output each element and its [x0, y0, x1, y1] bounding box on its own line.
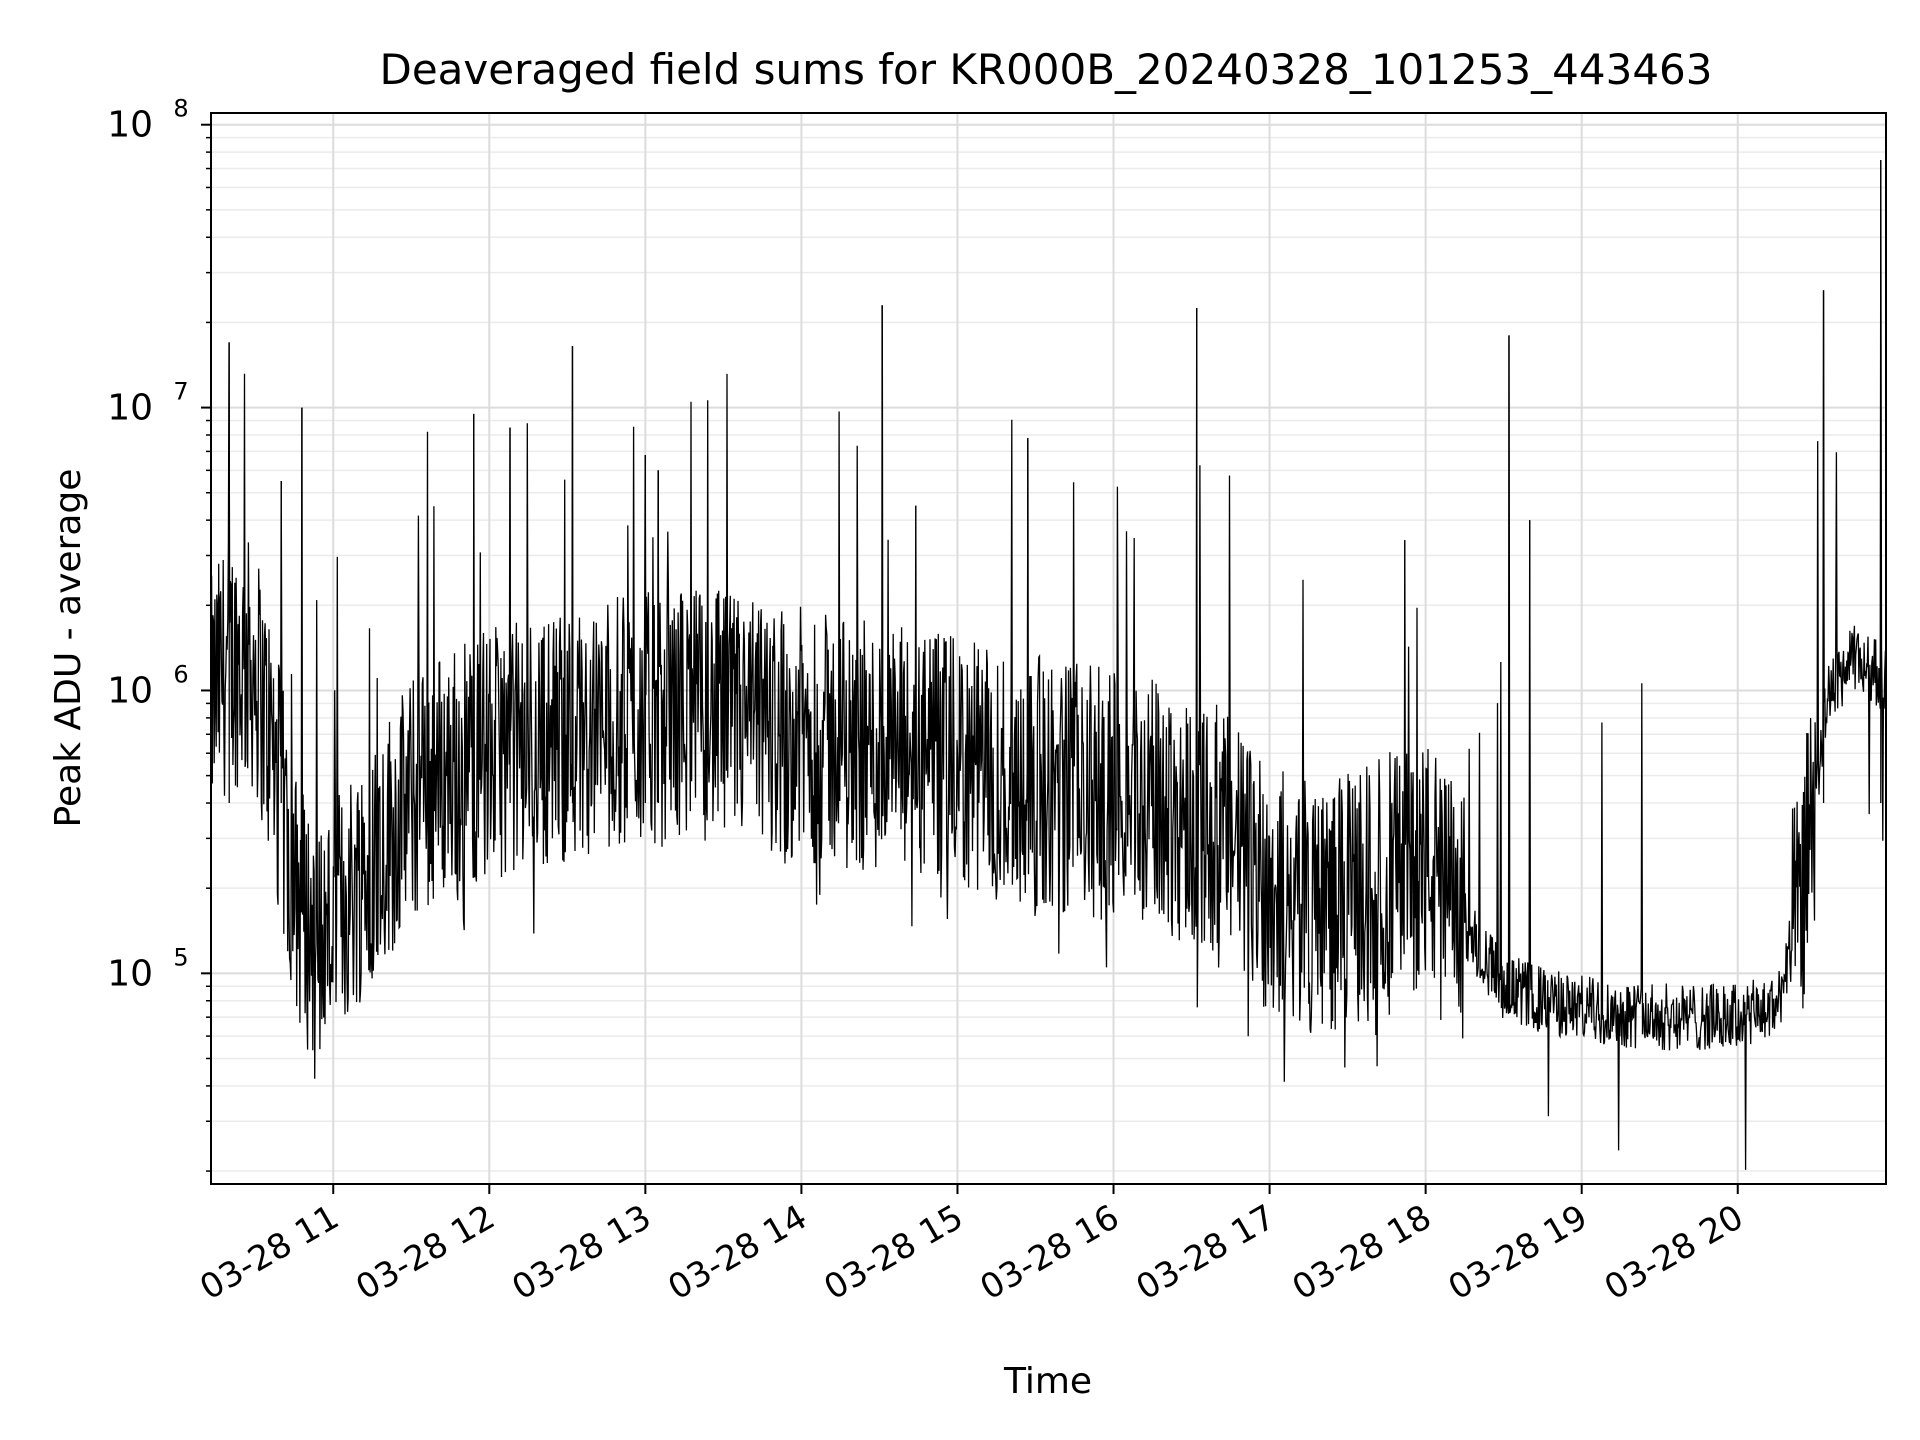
x-axis-label: Time [1003, 1361, 1092, 1402]
y-tick-exponent: 6 [173, 660, 188, 688]
plot-frame [210, 112, 1887, 1185]
data-series-line [210, 160, 1887, 1170]
y-axis: 10 5 10 6 10 7 10 8 [107, 95, 211, 1172]
y-tick-label: 10 [107, 953, 153, 994]
grid-lines [211, 113, 1886, 1184]
y-tick-label: 10 [107, 105, 153, 146]
y-tick-exponent: 7 [173, 378, 188, 406]
y-tick-exponent: 8 [173, 95, 188, 123]
y-tick-exponent: 5 [173, 943, 188, 971]
y-tick-label: 10 [107, 388, 153, 429]
series-line [210, 160, 1887, 1170]
y-axis-label: Peak ADU - average [48, 469, 89, 828]
y-tick-label: 10 [107, 670, 153, 711]
chart-title: Deaveraged field sums for KR000B_2024032… [380, 45, 1713, 94]
